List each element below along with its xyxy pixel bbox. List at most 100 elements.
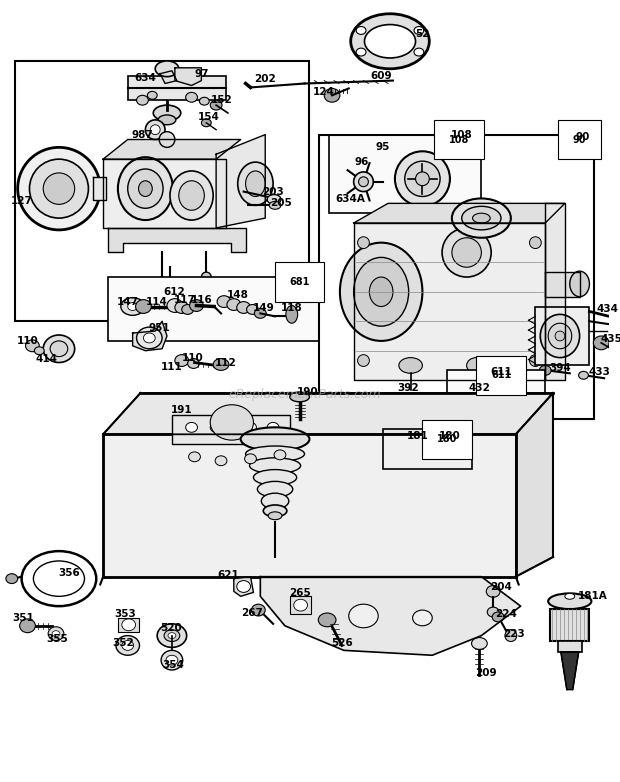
Polygon shape (516, 393, 553, 576)
Text: 111: 111 (161, 362, 183, 372)
Polygon shape (160, 70, 177, 84)
Ellipse shape (353, 257, 409, 326)
Ellipse shape (190, 300, 203, 311)
Ellipse shape (257, 482, 293, 497)
Text: 355: 355 (46, 633, 68, 644)
Ellipse shape (540, 314, 580, 357)
Ellipse shape (261, 493, 289, 509)
Ellipse shape (492, 612, 504, 622)
Text: 52: 52 (415, 30, 430, 39)
Ellipse shape (118, 157, 173, 220)
Ellipse shape (237, 302, 250, 314)
Ellipse shape (555, 331, 565, 341)
Text: 987: 987 (131, 130, 153, 140)
Text: 353: 353 (114, 609, 136, 619)
Ellipse shape (370, 277, 393, 307)
Ellipse shape (210, 422, 222, 432)
Ellipse shape (399, 357, 422, 373)
Text: 209: 209 (476, 668, 497, 678)
Text: 394: 394 (549, 364, 571, 374)
Ellipse shape (6, 574, 18, 583)
Ellipse shape (146, 120, 165, 139)
Text: 149: 149 (252, 303, 274, 314)
Ellipse shape (128, 303, 138, 310)
Ellipse shape (340, 242, 422, 341)
Ellipse shape (165, 295, 175, 303)
Ellipse shape (157, 80, 177, 91)
Text: 203: 203 (262, 187, 284, 196)
Text: 414: 414 (35, 353, 57, 364)
Ellipse shape (122, 619, 136, 631)
Ellipse shape (365, 24, 415, 58)
Ellipse shape (182, 304, 193, 314)
Ellipse shape (358, 177, 368, 187)
Text: 190: 190 (297, 387, 318, 397)
Ellipse shape (267, 422, 279, 432)
Ellipse shape (529, 355, 541, 367)
Ellipse shape (268, 512, 282, 520)
Polygon shape (545, 272, 580, 296)
Bar (383, 429, 472, 468)
Text: 148: 148 (227, 289, 249, 300)
Ellipse shape (227, 299, 241, 310)
Ellipse shape (167, 299, 183, 313)
Ellipse shape (482, 418, 494, 425)
Polygon shape (103, 393, 553, 434)
Text: 204: 204 (490, 583, 512, 593)
Ellipse shape (237, 162, 273, 206)
Ellipse shape (345, 162, 358, 176)
Text: 432: 432 (469, 383, 490, 393)
Ellipse shape (116, 636, 140, 655)
Ellipse shape (294, 599, 308, 611)
Ellipse shape (267, 195, 281, 204)
Ellipse shape (158, 115, 176, 125)
Text: 96: 96 (354, 157, 369, 167)
Ellipse shape (168, 633, 176, 639)
Ellipse shape (290, 392, 309, 402)
Ellipse shape (25, 340, 39, 352)
Ellipse shape (415, 172, 429, 185)
Text: 223: 223 (503, 629, 525, 639)
Bar (118, 618, 140, 632)
Ellipse shape (43, 335, 74, 363)
Bar (290, 597, 311, 614)
Polygon shape (94, 177, 106, 200)
Ellipse shape (150, 125, 160, 135)
Ellipse shape (159, 131, 175, 147)
Ellipse shape (358, 355, 370, 367)
Ellipse shape (318, 613, 336, 626)
Ellipse shape (43, 173, 74, 204)
Ellipse shape (246, 446, 304, 461)
Text: eReplacementParts.com: eReplacementParts.com (228, 389, 381, 401)
Polygon shape (175, 68, 202, 85)
Ellipse shape (414, 27, 424, 34)
Ellipse shape (157, 624, 187, 647)
Ellipse shape (353, 172, 373, 192)
Text: 114: 114 (146, 296, 168, 307)
Text: 180: 180 (437, 434, 457, 444)
Ellipse shape (185, 92, 197, 102)
Ellipse shape (467, 357, 486, 373)
Bar (128, 76, 226, 100)
Ellipse shape (210, 405, 254, 440)
Ellipse shape (472, 637, 487, 649)
Ellipse shape (175, 302, 188, 314)
Bar (319, 135, 595, 419)
Ellipse shape (254, 469, 297, 486)
Ellipse shape (30, 160, 89, 218)
Ellipse shape (505, 630, 516, 641)
Text: 611: 611 (491, 371, 511, 380)
Ellipse shape (128, 169, 163, 208)
Text: 526: 526 (331, 638, 353, 648)
Text: 609: 609 (370, 70, 392, 81)
Polygon shape (545, 203, 565, 380)
Ellipse shape (462, 206, 501, 230)
Polygon shape (103, 160, 226, 228)
Ellipse shape (395, 151, 450, 206)
Text: 202: 202 (254, 74, 276, 84)
Ellipse shape (548, 594, 591, 609)
Text: 681: 681 (290, 277, 310, 287)
Polygon shape (108, 228, 246, 253)
Text: 124: 124 (313, 88, 335, 97)
Text: 951: 951 (148, 323, 170, 333)
